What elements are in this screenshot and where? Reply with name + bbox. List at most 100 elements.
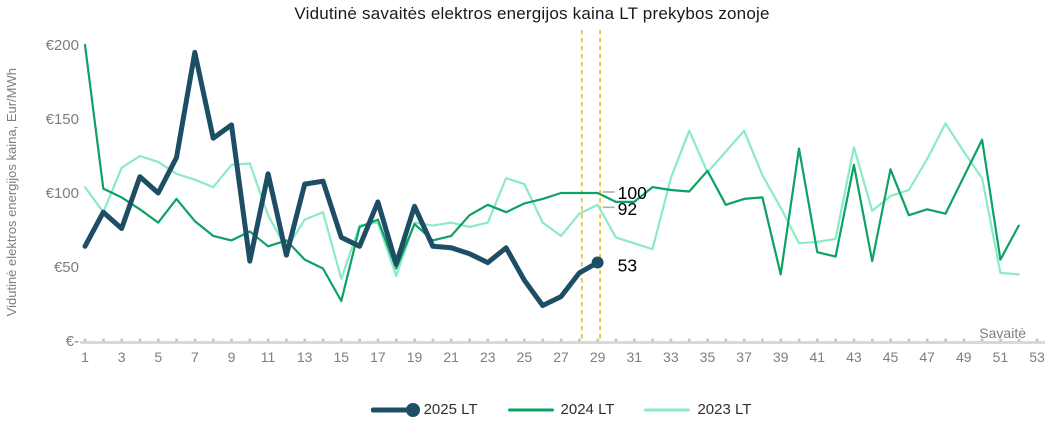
x-tick-label: 13 — [297, 349, 313, 365]
y-tick-label: €- — [66, 333, 79, 350]
legend-line-icon — [644, 403, 691, 417]
x-axis: 1 3 5 7 9 11 13 15 17 19 21 23 25 27 29 31 33 35 37 39 41 43 4… — [80, 325, 1045, 365]
x-tick-label: 19 — [407, 349, 423, 365]
x-axis-tick — [889, 338, 892, 342]
x-tick-label: 21 — [443, 349, 459, 365]
x-tick-label: 3 — [118, 349, 126, 365]
x-tick-label: 51 — [993, 349, 1009, 365]
x-axis-tick — [816, 338, 819, 342]
x-tick-label: 43 — [846, 349, 862, 365]
x-axis-tick — [797, 338, 801, 342]
series-line-2024-lt — [83, 43, 1020, 303]
x-tick-label: 39 — [773, 349, 789, 365]
x-tick-label: 47 — [919, 349, 935, 365]
y-tick-label: €150 — [46, 111, 79, 128]
x-axis-tick — [486, 338, 490, 342]
x-tick-label: 11 — [261, 349, 276, 365]
x-tick-label: 1 — [81, 349, 89, 365]
x-tick-label: 5 — [154, 349, 162, 365]
data-label-53: 53 — [618, 256, 637, 276]
legend-item-2024-lt[interactable]: 2024 LT — [507, 401, 615, 418]
x-axis-tick — [230, 338, 233, 342]
legend-label: 2023 LT — [697, 401, 752, 418]
series-line-2025-lt — [82, 49, 601, 308]
y-tick-label: €200 — [46, 37, 79, 54]
data-label-100: 100 — [618, 183, 647, 203]
x-axis-tick — [596, 338, 600, 342]
legend-line-with-marker-icon — [370, 402, 420, 417]
x-axis-tick — [559, 338, 563, 342]
x-axis-tick — [358, 338, 362, 342]
x-tick-label: 25 — [517, 349, 533, 365]
x-axis-tick — [687, 338, 691, 342]
data-label-92: 92 — [618, 199, 637, 219]
x-axis-tick — [1017, 338, 1021, 342]
x-axis-tick — [669, 338, 673, 342]
x-tick-label: 27 — [553, 349, 569, 365]
x-tick-label: 23 — [480, 349, 496, 365]
x-axis-tick — [633, 338, 636, 342]
x-axis-tick — [541, 338, 545, 342]
x-axis-tick — [907, 338, 911, 342]
x-axis-tick — [614, 338, 618, 342]
series-line-2023-lt — [83, 122, 1020, 280]
x-axis-tick — [1035, 338, 1039, 342]
x-axis-tick — [211, 338, 215, 342]
x-tick-label: 9 — [228, 349, 236, 365]
x-tick-label: 7 — [191, 349, 199, 365]
x-axis-tick — [944, 338, 947, 342]
x-axis-tick — [706, 338, 709, 342]
y-tick-label: €50 — [54, 259, 79, 276]
x-axis-tick — [193, 338, 197, 342]
x-axis-tick — [120, 338, 124, 342]
x-axis-tick — [303, 338, 307, 342]
legend-label: 2024 LT — [560, 401, 615, 418]
x-tick-label: 31 — [626, 349, 642, 365]
x-axis-tick — [138, 338, 142, 342]
legend: 2025 LT 2024 LT 2023 LT — [85, 401, 1037, 418]
x-axis-tick — [523, 338, 526, 342]
x-tick-label: 49 — [956, 349, 972, 365]
legend-item-2025-lt[interactable]: 2025 LT — [370, 401, 478, 418]
x-axis-tick — [578, 338, 581, 342]
x-axis-tick — [157, 338, 160, 342]
x-axis-tick — [431, 338, 435, 342]
guide-lines — [580, 30, 602, 342]
x-axis-tick — [962, 338, 966, 342]
series-end-marker — [591, 256, 604, 269]
x-axis-tick — [395, 338, 398, 342]
legend-label: 2025 LT — [423, 401, 478, 418]
x-tick-label: 37 — [736, 349, 752, 365]
x-axis-tick — [468, 338, 471, 342]
x-axis-tick — [504, 338, 508, 342]
x-axis-tick — [376, 338, 380, 342]
x-axis-tick — [266, 338, 270, 342]
y-tick-label: €100 — [46, 185, 79, 202]
x-axis-tick — [834, 338, 838, 342]
x-axis-tick — [980, 338, 984, 342]
y-axis-tick-labels: €200 €150 €100 €50 €- — [46, 37, 79, 350]
series-lines — [82, 43, 1020, 308]
chart-title: Vidutinė savaitės elektros energijos kai… — [294, 4, 770, 23]
x-axis-tick — [999, 338, 1002, 342]
x-tick-label: 45 — [883, 349, 899, 365]
x-axis-tick — [285, 338, 288, 342]
x-axis-line — [80, 341, 1045, 344]
legend-item-2023-lt[interactable]: 2023 LT — [644, 401, 751, 418]
x-axis-tick — [651, 338, 654, 342]
x-tick-label: 17 — [370, 349, 386, 365]
x-axis-label: Savaitė — [979, 325, 1026, 341]
x-axis-tick — [724, 338, 728, 342]
x-tick-label: 29 — [590, 349, 606, 365]
x-axis-tick — [321, 338, 325, 342]
legend-line-icon — [507, 403, 554, 417]
x-axis-tick — [102, 338, 105, 342]
x-tick-label: 41 — [810, 349, 826, 365]
x-tick-label: 53 — [1029, 349, 1045, 365]
x-axis-tick — [852, 338, 856, 342]
x-axis-tick — [340, 338, 343, 342]
x-axis-tick — [175, 338, 178, 342]
